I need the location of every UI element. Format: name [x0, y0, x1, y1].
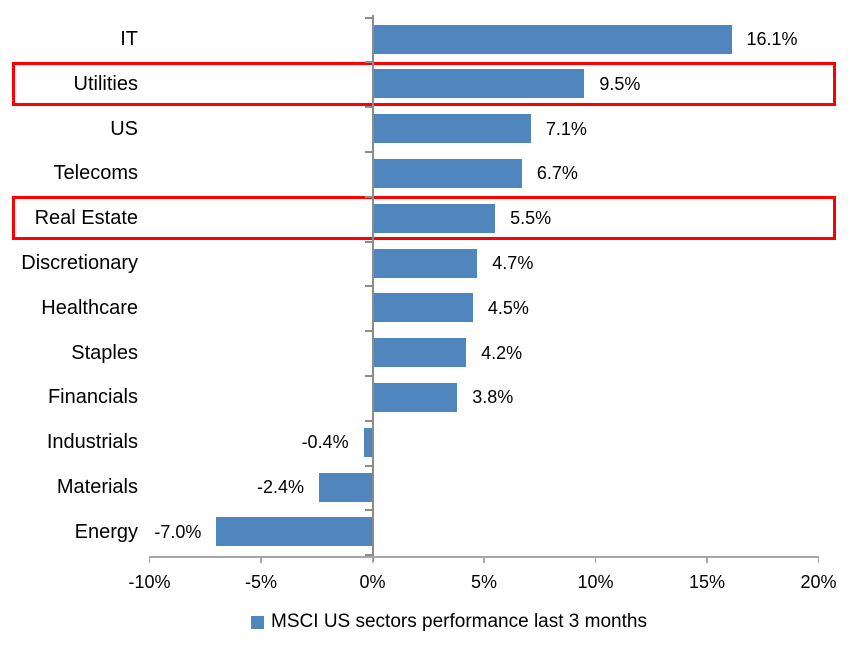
x-axis-tick-label: -5%	[244, 572, 278, 592]
bar-materials	[318, 472, 373, 502]
x-axis-tick	[483, 556, 485, 563]
value-label: 9.5%	[599, 73, 641, 94]
category-label: Materials	[56, 476, 138, 498]
value-label: 6.7%	[536, 163, 578, 184]
category-label: Industrials	[46, 431, 138, 454]
value-label: -2.4%	[256, 477, 304, 497]
bar-utilities	[372, 69, 585, 99]
category-axis-tick	[364, 464, 372, 467]
value-label: 3.8%	[472, 387, 514, 408]
category-label: Healthcare	[41, 296, 138, 319]
category-label: US	[110, 117, 138, 140]
value-label: 4.7%	[492, 253, 534, 273]
category-label: IT	[120, 28, 138, 50]
category-label: Telecoms	[53, 162, 138, 185]
category-axis-tick	[364, 509, 372, 512]
value-label: 4.2%	[481, 342, 523, 363]
x-axis-tick	[260, 556, 262, 563]
value-label: 5.5%	[510, 208, 552, 229]
bar-real-estate	[372, 203, 496, 233]
bar-industrials	[363, 427, 373, 457]
category-label: Real Estate	[34, 207, 138, 230]
highlight-box-real-estate	[12, 196, 836, 241]
x-axis-tick-label: 20%	[800, 572, 837, 592]
category-label: Staples	[71, 341, 138, 364]
bar-healthcare	[372, 293, 473, 323]
value-label: 16.1%	[746, 29, 798, 49]
value-label: 4.5%	[487, 297, 529, 318]
category-axis-tick	[364, 285, 372, 288]
bar-financials	[372, 382, 458, 412]
x-axis-tick	[371, 556, 374, 563]
bar-energy	[216, 517, 373, 547]
bar-discretionary	[372, 248, 478, 278]
category-axis-tick	[364, 61, 372, 64]
x-axis-tick-label: 15%	[688, 572, 726, 592]
category-label: Financials	[47, 386, 138, 409]
bar-it	[372, 24, 732, 54]
category-axis-tick	[364, 151, 372, 153]
x-axis-tick-label: 0%	[359, 572, 386, 592]
bar-staples	[372, 338, 467, 368]
category-axis-tick	[364, 195, 372, 198]
value-label: -0.4%	[301, 432, 349, 453]
x-axis-tick-label: 10%	[577, 572, 614, 592]
category-axis-tick	[364, 240, 372, 243]
category-axis-tick	[364, 330, 372, 333]
x-axis-tick	[817, 556, 820, 563]
x-axis-tick-label: 5%	[470, 572, 498, 592]
category-axis-tick	[364, 106, 372, 109]
x-axis-tick	[594, 556, 597, 563]
x-axis-tick	[148, 556, 151, 563]
category-axis-tick	[364, 419, 372, 422]
legend: MSCI US sectors performance last 3 month…	[251, 611, 647, 633]
category-label: Utilities	[73, 72, 138, 95]
value-label: 7.1%	[545, 118, 587, 139]
category-axis-tick	[364, 16, 372, 19]
value-label: -7.0%	[154, 521, 202, 542]
category-axis-tick	[364, 554, 372, 557]
category-axis-tick	[364, 375, 372, 377]
x-axis-tick	[706, 556, 708, 563]
category-label: Discretionary	[21, 252, 138, 274]
zero-axis-line	[371, 15, 374, 562]
bar-telecoms	[372, 158, 522, 188]
bar-us	[372, 114, 531, 144]
x-axis-tick-label: -10%	[128, 572, 171, 592]
category-label: Energy	[74, 520, 138, 543]
legend-series-marker-icon	[251, 615, 265, 629]
legend-label: MSCI US sectors performance last 3 month…	[271, 611, 647, 632]
highlight-box-utilities	[12, 61, 836, 106]
